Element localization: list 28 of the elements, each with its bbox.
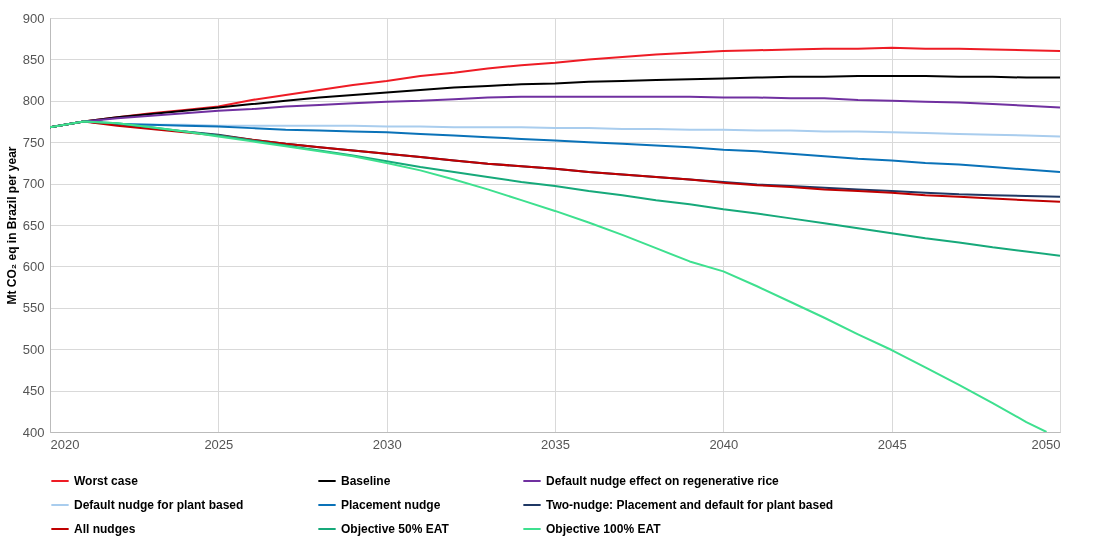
x-tick-label: 2025 [204,436,234,452]
legend-label: Default nudge effect on regenerative rice [546,474,780,488]
legend-label: Baseline [341,474,391,488]
legend-label: Objective 50% EAT [341,522,450,536]
y-tick-label: 400 [22,424,45,440]
x-tick-label: 2050 [1031,436,1061,452]
y-tick-label: 500 [22,341,45,357]
y-tick-label: 600 [22,258,45,274]
y-tick-label: 900 [22,10,45,26]
y-tick-label: 550 [22,300,45,316]
y-tick-label: 750 [22,134,45,150]
y-tick-label: 850 [22,51,45,67]
x-tick-label: 2045 [877,436,907,452]
y-tick-label: 800 [22,93,45,109]
legend-label: Placement nudge [341,498,441,512]
x-tick-label: 2040 [709,436,739,452]
x-tick-label: 2030 [372,436,402,452]
legend-label: Worst case [74,474,139,488]
x-tick-label: 2020 [50,436,80,452]
legend-label: All nudges [74,522,136,536]
legend-label: Two-nudge: Placement and default for plant based [546,498,834,512]
y-axis-title: Mt CO₂ eq in Brazil per year [4,146,19,305]
legend-label: Default nudge for plant based [74,498,244,512]
x-tick-label: 2035 [541,436,570,452]
legend-label: Objective 100% EAT [546,522,662,536]
y-tick-label: 650 [22,217,45,233]
y-tick-label: 450 [22,383,45,399]
y-tick-label: 700 [22,176,45,192]
